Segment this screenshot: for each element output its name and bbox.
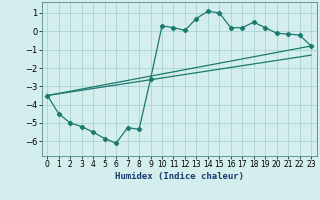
X-axis label: Humidex (Indice chaleur): Humidex (Indice chaleur) <box>115 172 244 181</box>
